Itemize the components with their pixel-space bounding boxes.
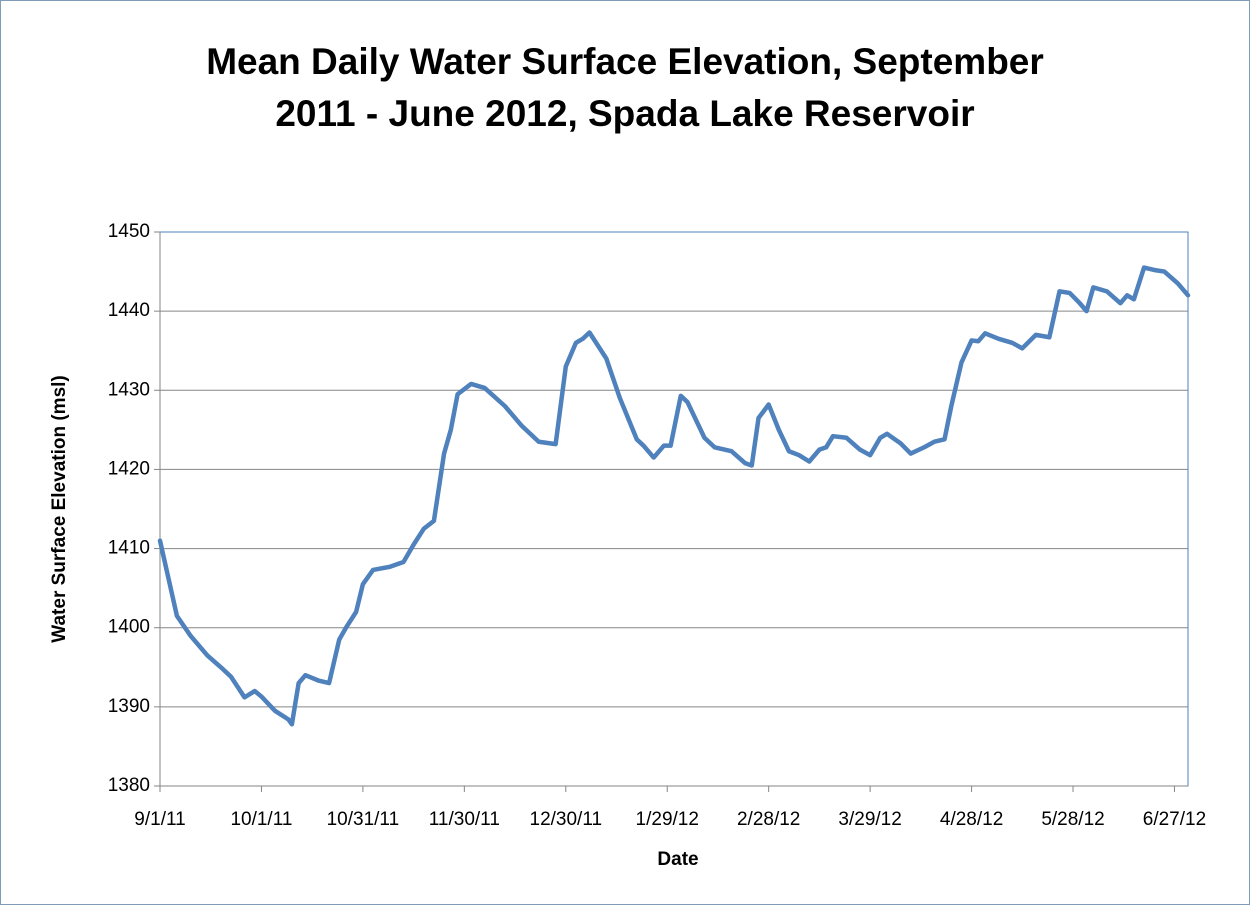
x-tick-label: 6/27/12 — [1143, 809, 1206, 830]
y-tick-label: 1430 — [108, 379, 150, 400]
x-axis-label: Date — [657, 849, 698, 870]
x-tick-label: 5/28/12 — [1041, 809, 1104, 830]
x-tick-label: 10/1/11 — [230, 809, 292, 830]
y-tick-label: 1420 — [108, 458, 150, 479]
y-tick-label: 1400 — [108, 617, 150, 638]
y-tick-label: 1440 — [108, 300, 150, 321]
y-tick-label: 1410 — [108, 538, 150, 559]
chart-title: Mean Daily Water Surface Elevation, Sept… — [206, 41, 1044, 134]
x-tick-label: 9/1/11 — [134, 809, 185, 830]
x-tick-label: 2/28/12 — [737, 809, 800, 830]
data-line — [157, 265, 1191, 727]
plot-frame — [159, 231, 1189, 787]
x-tick-label: 1/29/12 — [636, 809, 699, 830]
x-tick-label: 11/30/11 — [429, 809, 500, 830]
y-tick-label: 1450 — [108, 221, 150, 242]
x-tick-label: 12/30/11 — [530, 809, 603, 830]
x-tick-label: 3/29/12 — [838, 809, 901, 830]
x-tick-label: 10/31/11 — [327, 809, 400, 830]
y-tick-label: 1390 — [108, 696, 150, 717]
y-axis-label: Water Surface Elevation (msl) — [49, 375, 70, 642]
x-tick-label: 4/28/12 — [940, 809, 1003, 830]
y-tick-label: 1380 — [108, 775, 150, 796]
